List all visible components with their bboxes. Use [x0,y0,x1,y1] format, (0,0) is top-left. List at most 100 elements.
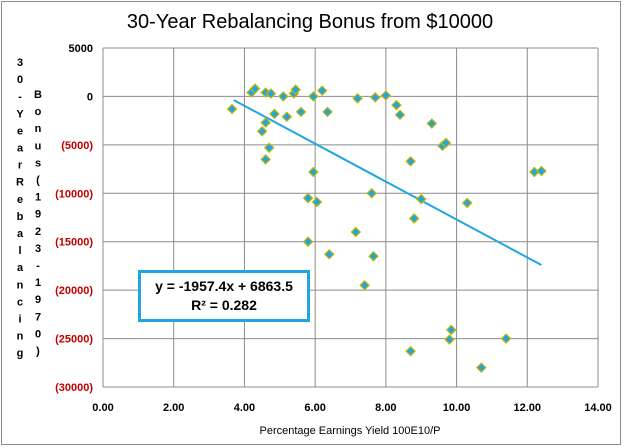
data-point [256,125,268,137]
data-point [290,84,302,95]
y-label-char: s [35,157,41,169]
y-label-char: u [35,140,42,152]
data-point [391,99,402,111]
data-point [269,108,280,120]
data-point [322,106,333,118]
y-label-char: n [35,123,42,135]
grid [102,47,599,388]
y-label-char: 0 [35,328,41,340]
x-tick-label: 10.00 [443,402,471,414]
data-point [461,197,473,209]
trendline [233,99,542,266]
data-point [444,334,455,345]
y-tick-label: (20000) [55,285,93,297]
data-point [368,250,379,262]
y-tick-label: (25000) [55,334,93,346]
data-point [408,213,420,224]
data-point [277,91,289,102]
data-point [475,362,487,373]
data-point [323,248,335,260]
x-axis-label: Percentage Earnings Yield 100E10/P [259,425,440,437]
y-tick-label: 0 [87,91,93,103]
data-points [226,83,547,373]
trendline-equation: y = -1957.4x + 6863.5 [155,278,293,294]
y-tick-label: 5000 [69,43,93,55]
y-label-char: ( [36,175,40,187]
y-label-char: a [17,143,24,155]
y-label-char: ) [36,346,40,358]
data-point [440,137,452,149]
data-point [260,154,271,165]
y-axis-ticks: 5000 0 (5000) (10000) (15000) (20000) (25000) (… [55,43,93,394]
data-point [302,236,314,248]
data-point [249,83,261,95]
y-label-char: 1 [35,192,41,204]
y-label-char: 9 [35,294,41,306]
y-label-char: B [34,89,42,101]
y-label-char: R [16,177,24,189]
data-point [366,187,378,199]
y-label-char: b [17,211,24,223]
x-tick-label: 4.00 [234,402,255,414]
data-point [380,90,392,101]
y-label-char: 3 [17,57,23,69]
y-label-char: g [17,348,24,360]
data-point [311,196,323,208]
data-point [350,226,362,238]
data-point [359,279,370,291]
y-label-char: - [18,91,22,103]
y-label-char: r [18,160,23,172]
x-tick-label: 14.00 [584,402,612,414]
y-label-char: a [17,228,24,240]
y-label-char: 0 [17,74,23,86]
data-point [415,193,427,205]
x-tick-label: 6.00 [304,402,325,414]
y-label-char: i [18,314,21,326]
y-label-char: c [17,296,23,308]
data-point [369,92,381,103]
y-label-char: 3 [35,243,41,255]
x-tick-label: 12.00 [514,402,542,414]
x-tick-label: 0.00 [92,402,113,414]
y-label-char: 9 [35,209,41,221]
data-point [394,109,406,121]
y-label-char: e [17,194,23,206]
y-label-char: n [17,331,24,343]
data-point [405,345,416,357]
data-point [265,88,277,99]
y-tick-label: (10000) [55,188,93,200]
data-point [260,117,271,128]
x-tick-label: 8.00 [375,402,396,414]
data-point [226,103,238,115]
trendline-equation-box: y = -1957.4x + 6863.5 R² = 0.282 [138,270,310,322]
y-label-char: n [17,279,24,291]
y-label-char: 7 [35,311,41,323]
trendline-group [233,99,542,266]
trendline-r-squared: R² = 0.282 [191,297,257,313]
data-point [426,118,438,129]
y-label-char: 2 [35,226,41,238]
x-axis-ticks: 0.00 2.00 4.00 6.00 8.00 10.00 12.00 14.00 [92,402,611,414]
data-point [308,166,319,178]
y-label-char: 1 [35,277,41,289]
data-point [500,333,512,344]
x-tick-label: 2.00 [163,402,184,414]
chart-title: 30-Year Rebalancing Bonus from $10000 [127,11,493,33]
data-point [316,85,328,96]
data-point [445,324,457,336]
y-label-char: o [35,106,42,118]
data-point [536,165,547,177]
data-point [263,142,275,154]
y-label-char: l [18,245,21,257]
data-point [308,91,319,102]
data-point [281,111,293,123]
y-label-char: a [17,262,24,274]
y-tick-label: (15000) [55,237,93,249]
data-point [405,155,416,167]
y-label-char: Y [16,108,24,120]
y-label-char: e [17,125,23,137]
y-label-char: - [36,260,40,272]
